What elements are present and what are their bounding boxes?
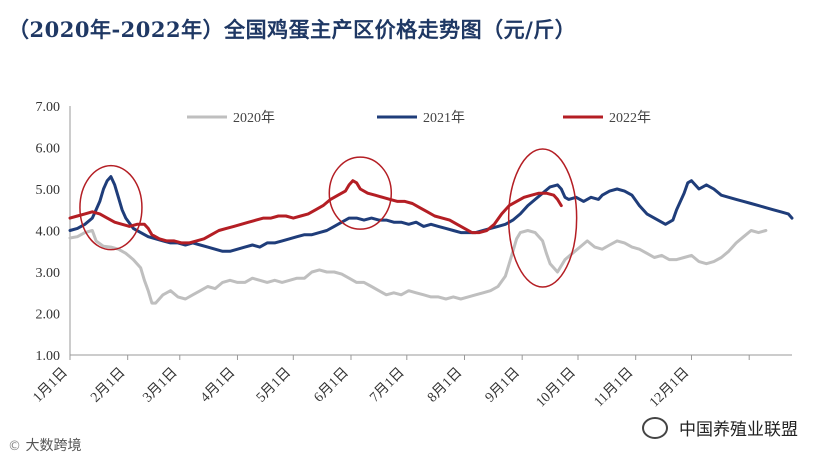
x-tick-label: 5月1日 (253, 365, 294, 406)
y-tick-label: 5.00 (36, 183, 61, 198)
x-tick-label: 7月1日 (367, 365, 408, 406)
x-tick-label: 6月1日 (311, 365, 352, 406)
annotation-circle (507, 148, 578, 288)
chart-title: （2020年-2022年）全国鸡蛋主产区价格走势图（元/斤） (8, 17, 577, 42)
series-line-0 (68, 229, 768, 305)
x-tick-label: 4月1日 (197, 365, 238, 406)
series-line-2 (68, 179, 563, 245)
weibo-icon: © (8, 439, 21, 454)
x-axis: 1月1日 2月1日 3月1日 4月1日 5月1日 6月1日 7月1日 8月1日 9月1日 10月1… (30, 354, 792, 411)
x-tick-label: 9月1日 (482, 365, 523, 406)
x-tick-label: 11月1日 (591, 365, 637, 411)
wechat-icon (641, 417, 668, 439)
y-tick-label: 2.00 (36, 308, 61, 323)
y-axis: 1.00 2.00 3.00 4.00 5.00 6.00 7.00 (36, 100, 71, 364)
series-lines (68, 175, 794, 305)
x-tick-label: 3月1日 (140, 365, 181, 406)
x-tick-label: 10月1日 (533, 365, 579, 411)
x-tick-label: 1月1日 (30, 365, 71, 406)
watermark-left: © 大数跨境 (8, 435, 81, 455)
y-tick-label: 6.00 (36, 142, 61, 157)
legend-label-2: 2022年 (609, 110, 651, 126)
watermark-right-text: 中国养殖业联盟 (679, 420, 798, 440)
watermark-left-text: 大数跨境 (25, 438, 82, 454)
annotation-circle (328, 156, 393, 230)
x-tick-label: 2月1日 (88, 365, 129, 406)
x-tick-label: 12月1日 (646, 365, 692, 411)
annotation-circle (79, 164, 143, 251)
watermark-right: 中国养殖业联盟 (641, 415, 798, 441)
y-tick-label: 7.00 (36, 100, 61, 115)
legend: 2020年 2021年 2022年 (187, 110, 651, 126)
legend-label-0: 2020年 (233, 110, 275, 126)
annotation-circles (79, 148, 578, 288)
y-tick-label: 3.00 (36, 266, 61, 281)
y-tick-label: 4.00 (36, 225, 61, 240)
x-tick-label: 8月1日 (424, 365, 465, 406)
y-tick-label: 1.00 (36, 349, 61, 364)
legend-label-1: 2021年 (423, 110, 465, 126)
